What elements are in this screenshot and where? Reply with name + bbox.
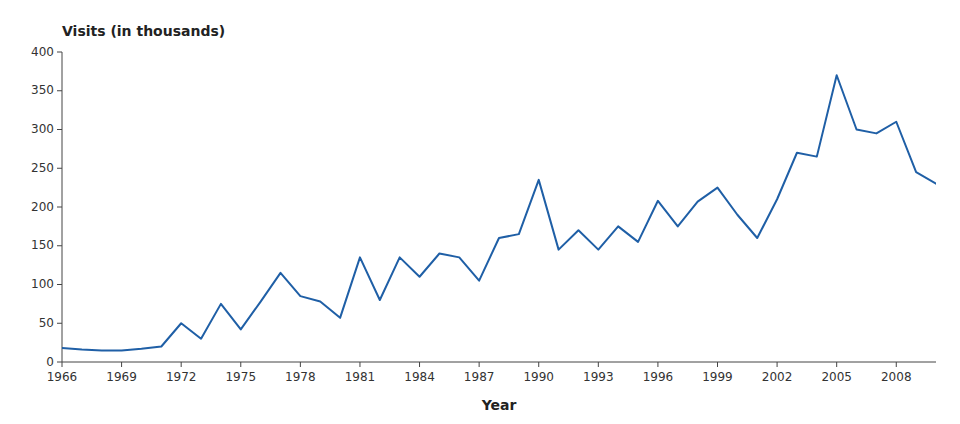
x-tick <box>300 362 301 367</box>
y-tick-label: 350 <box>31 83 54 97</box>
x-tick-label: 1993 <box>583 370 614 384</box>
y-tick-label: 150 <box>31 238 54 252</box>
x-tick <box>896 362 897 367</box>
x-tick <box>479 362 480 367</box>
y-tick-label: 100 <box>31 277 54 291</box>
y-tick <box>57 323 62 324</box>
y-tick-label: 0 <box>46 355 54 369</box>
y-axis: 0 50 100 150 200 250 300 350 400 <box>31 45 62 369</box>
x-tick <box>121 362 122 367</box>
x-tick-label: 2005 <box>821 370 852 384</box>
x-tick-label: 1975 <box>225 370 256 384</box>
x-tick-label: 1996 <box>643 370 674 384</box>
series-line <box>62 75 936 350</box>
x-tick-label: 1999 <box>702 370 733 384</box>
x-tick-label: 1966 <box>47 370 78 384</box>
x-tick <box>836 362 837 367</box>
series-group <box>62 75 936 350</box>
x-tick <box>777 362 778 367</box>
x-tick-label: 1969 <box>106 370 137 384</box>
x-tick-label: 1987 <box>464 370 495 384</box>
y-tick <box>57 129 62 130</box>
y-tick-label: 400 <box>31 45 54 59</box>
x-tick-label: 2008 <box>881 370 912 384</box>
y-tick <box>57 245 62 246</box>
y-tick <box>57 52 62 53</box>
chart-svg: 0 50 100 150 200 250 300 350 400 1966 1969 1972 1975… <box>0 0 960 424</box>
y-tick <box>57 207 62 208</box>
y-tick <box>57 362 62 363</box>
x-tick-label: 1990 <box>523 370 554 384</box>
x-tick <box>419 362 420 367</box>
x-tick-label: 1978 <box>285 370 316 384</box>
x-tick <box>62 362 63 367</box>
x-tick-label: 1981 <box>345 370 376 384</box>
x-axis: 1966 1969 1972 1975 1978 1981 1984 1987 1990 1993… <box>47 362 936 384</box>
x-tick <box>717 362 718 367</box>
x-axis-label: Year <box>481 397 517 413</box>
y-tick-label: 300 <box>31 122 54 136</box>
x-tick-label: 1984 <box>404 370 435 384</box>
y-axis-label: Visits (in thousands) <box>62 23 225 39</box>
x-tick <box>657 362 658 367</box>
y-tick-label: 50 <box>39 316 54 330</box>
x-tick-label: 1972 <box>166 370 197 384</box>
y-tick-label: 200 <box>31 200 54 214</box>
x-tick <box>181 362 182 367</box>
y-tick <box>57 168 62 169</box>
y-tick <box>57 284 62 285</box>
x-tick <box>598 362 599 367</box>
chart-container: 0 50 100 150 200 250 300 350 400 1966 1969 1972 1975… <box>0 0 960 424</box>
x-tick <box>359 362 360 367</box>
x-tick <box>240 362 241 367</box>
x-axis-line <box>62 362 936 363</box>
x-tick <box>538 362 539 367</box>
x-tick-label: 2002 <box>762 370 793 384</box>
y-tick <box>57 90 62 91</box>
y-tick-label: 250 <box>31 161 54 175</box>
